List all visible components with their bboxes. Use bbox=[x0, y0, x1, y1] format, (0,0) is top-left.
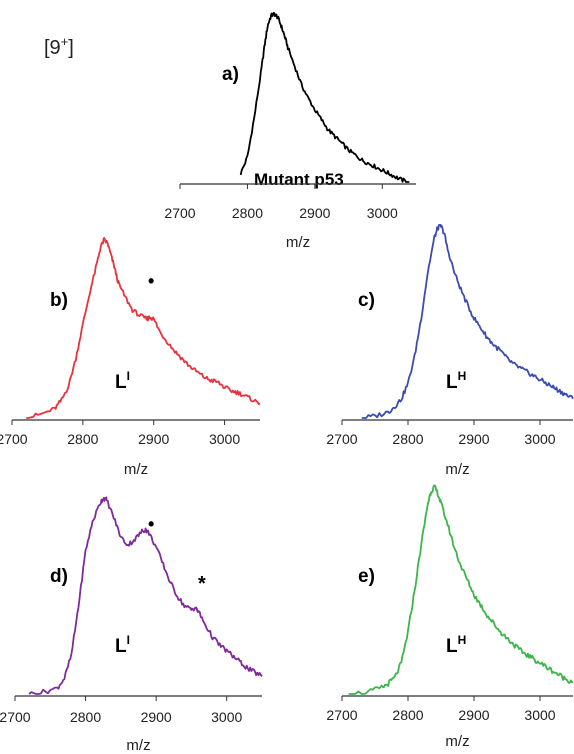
x-tick-label-a-3000: 3000 bbox=[367, 205, 398, 221]
annotation-d-sup: I bbox=[127, 633, 130, 647]
x-axis-label-d: m/z bbox=[126, 737, 150, 754]
series-line-e bbox=[348, 484, 574, 695]
x-tick-label-c-2700: 2700 bbox=[326, 431, 357, 447]
x-tick-label-d-2800: 2800 bbox=[70, 709, 101, 725]
x-tick-label-b-2700: 2700 bbox=[0, 431, 28, 447]
panel-label-e: e) bbox=[358, 566, 375, 587]
x-axis-label-c: m/z bbox=[445, 461, 469, 478]
x-tick-label-e-3000: 3000 bbox=[524, 707, 555, 723]
annotation-e: LH bbox=[446, 633, 466, 657]
panel-c: c) LH 2700 2800 2900 3000 m/z bbox=[326, 223, 574, 478]
x-axis-label-a: m/z bbox=[286, 234, 310, 251]
annotation-c: LH bbox=[446, 369, 466, 393]
x-tick-label-c-2900: 2900 bbox=[458, 431, 489, 447]
annotation-e-base: L bbox=[446, 636, 458, 657]
panel-d: d) • * LI 2700 2800 2900 3000 m/z bbox=[0, 496, 263, 754]
panel-label-c: c) bbox=[358, 290, 375, 311]
annotation-b: LI bbox=[115, 369, 130, 393]
x-tick-label-b-2900: 2900 bbox=[138, 431, 169, 447]
x-tick-label-e-2800: 2800 bbox=[392, 707, 423, 723]
x-tick-label-a-2800: 2800 bbox=[232, 205, 263, 221]
marker-dot-d: • bbox=[148, 514, 154, 534]
marker-star-d: * bbox=[198, 573, 206, 595]
x-tick-label-c-2800: 2800 bbox=[392, 431, 423, 447]
annotation-b-base: L bbox=[115, 372, 127, 393]
x-tick-label-d-3000: 3000 bbox=[211, 709, 242, 725]
x-tick-label-c-3000: 3000 bbox=[524, 431, 555, 447]
x-tick-label-e-2700: 2700 bbox=[326, 707, 357, 723]
charge-sup: + bbox=[60, 34, 69, 49]
panel-label-a: a) bbox=[222, 64, 239, 85]
annotation-e-sup: H bbox=[458, 633, 467, 647]
charge-state-label: [9+] bbox=[44, 34, 74, 60]
annotation-d: LI bbox=[115, 633, 130, 657]
charge-close: ] bbox=[68, 37, 74, 59]
annotation-c-base: L bbox=[446, 372, 458, 393]
panel-label-b: b) bbox=[50, 290, 68, 311]
annotation-d-base: L bbox=[115, 636, 127, 657]
series-line-b bbox=[26, 237, 261, 419]
series-line-a bbox=[239, 11, 410, 183]
x-tick-label-a-2700: 2700 bbox=[164, 205, 195, 221]
x-tick-label-d-2900: 2900 bbox=[141, 709, 172, 725]
annotation-a: Mutant p53 bbox=[254, 170, 344, 189]
marker-dot-b: • bbox=[148, 271, 154, 291]
annotation-b-sup: I bbox=[127, 369, 130, 383]
x-tick-label-a-2900: 2900 bbox=[299, 205, 330, 221]
panel-b: b) • LI 2700 2800 2900 3000 m/z bbox=[0, 237, 261, 478]
x-tick-label-b-2800: 2800 bbox=[67, 431, 98, 447]
x-tick-label-e-2900: 2900 bbox=[458, 707, 489, 723]
x-axis-label-b: m/z bbox=[124, 461, 148, 478]
series-line-c bbox=[361, 223, 574, 419]
panel-e: e) LH 2700 2800 2900 3000 m/z bbox=[326, 484, 574, 750]
charge-base: [9 bbox=[44, 37, 61, 59]
annotation-c-sup: H bbox=[458, 369, 467, 383]
series-line-d bbox=[28, 496, 263, 695]
x-tick-label-b-3000: 3000 bbox=[209, 431, 240, 447]
x-axis-label-e: m/z bbox=[445, 733, 469, 750]
x-tick-label-d-2700: 2700 bbox=[0, 709, 31, 725]
panel-a: a) Mutant p53 2700 2800 2900 3000 m/z bbox=[164, 11, 416, 251]
panel-label-d: d) bbox=[50, 566, 68, 587]
